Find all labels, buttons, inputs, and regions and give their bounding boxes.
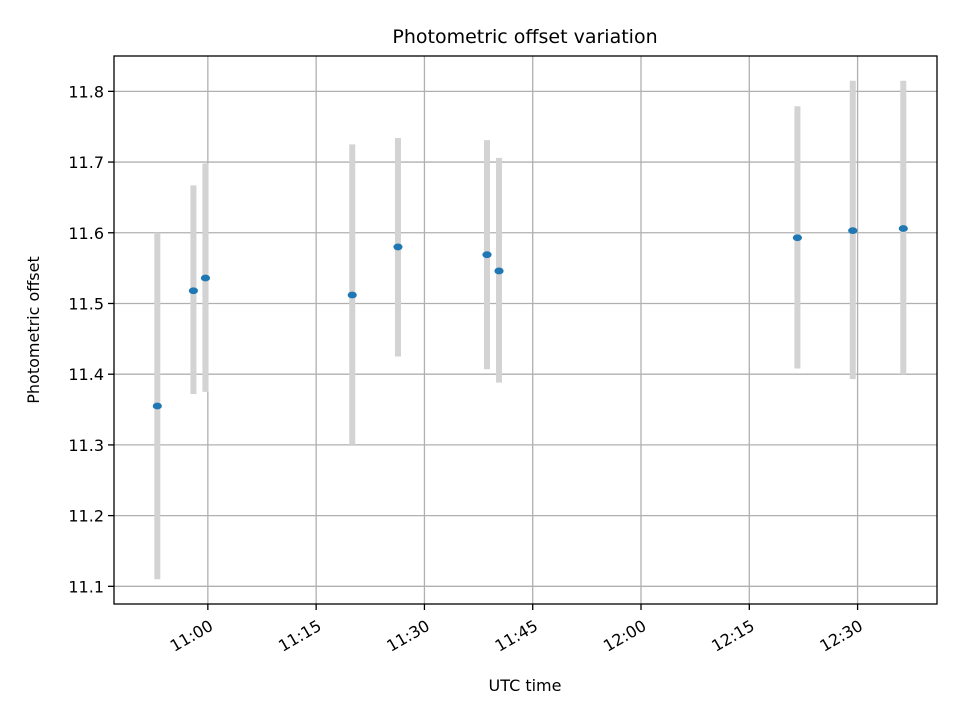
y-tick-label: 11.3 (68, 436, 104, 455)
y-axis-label: Photometric offset (24, 256, 43, 404)
y-tick-label: 11.4 (68, 365, 104, 384)
y-tick-label: 11.6 (68, 224, 104, 243)
y-tick-label: 11.7 (68, 153, 104, 172)
data-points (152, 225, 908, 410)
data-point (482, 251, 492, 259)
y-tick-label: 11.1 (68, 577, 104, 596)
y-tick-label: 11.5 (68, 294, 104, 313)
x-axis-label: UTC time (489, 676, 562, 695)
chart-title: Photometric offset variation (392, 26, 657, 48)
plot-frame (113, 55, 938, 605)
data-point (152, 402, 162, 410)
y-axis-ticks: 11.1 11.2 11.3 11.4 11.5 11.6 11.7 11.8 (68, 82, 114, 596)
data-point (347, 291, 357, 299)
data-point (188, 287, 199, 295)
data-point (848, 227, 858, 235)
y-tick-label: 11.2 (68, 507, 104, 526)
y-tick-label: 11.8 (68, 82, 104, 101)
data-point (494, 267, 504, 275)
data-point (898, 225, 908, 232)
data-point (393, 243, 403, 251)
data-point (792, 234, 803, 242)
data-point (200, 274, 211, 282)
